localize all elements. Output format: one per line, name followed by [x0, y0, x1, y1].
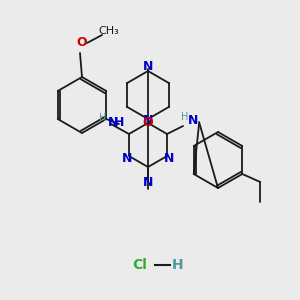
Text: N: N: [143, 61, 153, 74]
Text: Cl: Cl: [133, 258, 147, 272]
Text: N: N: [188, 113, 198, 127]
Text: N: N: [122, 152, 132, 164]
Text: H: H: [114, 116, 124, 128]
Text: H: H: [172, 258, 184, 272]
Text: N: N: [143, 176, 153, 190]
Text: CH₃: CH₃: [99, 26, 119, 36]
Text: N: N: [164, 152, 174, 164]
Text: H: H: [99, 113, 106, 123]
Text: H: H: [182, 112, 189, 122]
Text: O: O: [143, 116, 153, 130]
Text: N: N: [108, 116, 118, 128]
Text: O: O: [77, 37, 87, 50]
Text: N: N: [143, 115, 153, 128]
